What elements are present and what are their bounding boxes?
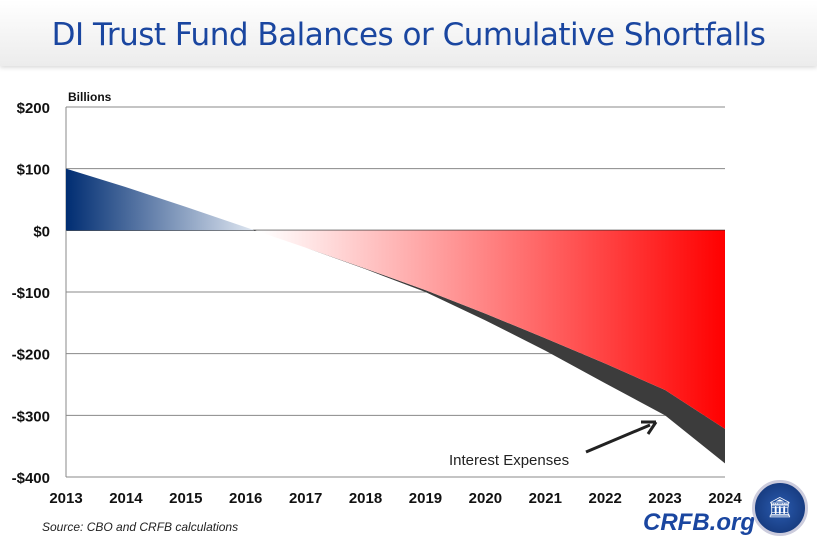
y-tick-label: $100	[17, 162, 50, 179]
y-tick-label: -$400	[12, 470, 50, 487]
shortfall-area	[254, 230, 725, 429]
x-tick-label: 2015	[169, 490, 202, 507]
y-tick-label: $0	[33, 223, 50, 240]
x-tick-label: 2024	[708, 490, 742, 507]
annotation-arrow	[585, 423, 651, 454]
x-tick-label: 2014	[109, 490, 143, 507]
y-tick-label: -$300	[12, 408, 50, 425]
arrowhead-icon	[641, 420, 658, 435]
x-tick-label: 2021	[529, 490, 562, 507]
x-tick-label: 2020	[469, 490, 502, 507]
x-tick-label: 2018	[349, 490, 382, 507]
y-tick-label: -$200	[12, 347, 50, 364]
annotation-label: Interest Expenses	[449, 452, 569, 469]
x-tick-label: 2023	[648, 490, 681, 507]
y-tick-label: $200	[17, 100, 50, 117]
y-axis-unit: Billions	[68, 90, 112, 104]
positive-balance-area	[66, 168, 255, 231]
brand-link[interactable]: CRFB.org	[643, 509, 755, 536]
page-title: DI Trust Fund Balances or Cumulative Sho…	[51, 17, 766, 53]
x-tick-label: 2019	[409, 490, 442, 507]
capitol-logo-icon: 🏛	[752, 480, 808, 536]
header	[0, 0, 817, 66]
x-tick-label: 2016	[229, 490, 262, 507]
x-tick-label: 2017	[289, 490, 322, 507]
x-tick-label: 2022	[588, 490, 621, 507]
x-tick-label: 2013	[49, 490, 82, 507]
source-note: Source: CBO and CRFB calculations	[42, 520, 239, 534]
y-tick-label: -$100	[12, 285, 50, 302]
